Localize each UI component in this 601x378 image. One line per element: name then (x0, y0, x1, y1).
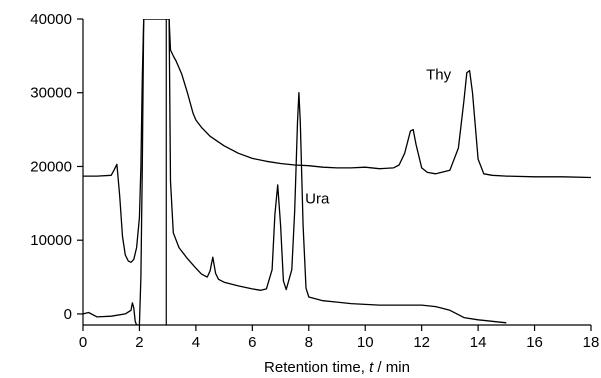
peak-label: Thy (426, 66, 452, 83)
x-axis-title-part: / min (373, 359, 410, 376)
x-tick-label: 14 (470, 334, 487, 351)
y-tick-label: 20000 (30, 158, 72, 175)
x-tick-label: 6 (248, 334, 256, 351)
x-axis-title: Retention time, t / min (264, 359, 410, 376)
x-tick-label: 16 (526, 334, 543, 351)
x-tick-label: 2 (135, 334, 143, 351)
x-tick-label: 8 (305, 334, 313, 351)
x-tick-label: 0 (79, 334, 87, 351)
peak-label: Ura (305, 190, 330, 207)
y-tick-label: 40000 (30, 11, 72, 28)
series-2-line (83, 19, 507, 325)
plot-area (82, 19, 591, 326)
series-1-line (83, 19, 591, 263)
x-tick-label: 10 (357, 334, 374, 351)
x-tick-label: 4 (192, 334, 200, 351)
x-axis-title-part: t (369, 359, 374, 376)
x-tick-label: 12 (413, 334, 430, 351)
y-axis: 0 10000 20000 30000 40000 (30, 11, 83, 323)
annotations: Thy Ura (305, 66, 451, 207)
y-tick-label: 10000 (30, 232, 72, 249)
x-axis-title-part: Retention time, (264, 359, 369, 376)
x-axis: 0 2 4 6 8 10 12 14 16 18 (79, 325, 600, 351)
y-tick-label: 0 (64, 306, 72, 323)
x-tick-label: 18 (583, 334, 600, 351)
y-tick-label: 30000 (30, 85, 72, 102)
traces (83, 19, 591, 325)
